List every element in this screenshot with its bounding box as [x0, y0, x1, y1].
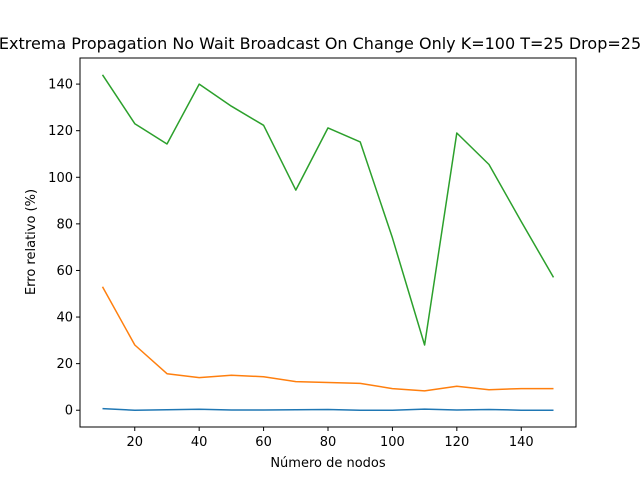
x-tick-label: 20 — [126, 435, 143, 450]
series-layer — [101, 74, 555, 411]
y-axis: 0 20 40 60 80 100 120 140 — [48, 78, 80, 419]
y-tick-label: 100 — [48, 171, 73, 186]
x-tick-label: 100 — [380, 435, 405, 450]
y-tick-label: 120 — [48, 124, 73, 139]
y-tick-label: 80 — [56, 217, 73, 232]
x-tick-label: 60 — [255, 435, 272, 450]
chart-title: Extrema Propagation No Wait Broadcast On… — [0, 34, 640, 53]
x-tick-label: 80 — [320, 435, 337, 450]
x-axis-label: Número de nodos — [270, 456, 386, 471]
x-tick-label: 140 — [509, 435, 534, 450]
series-line-2 — [101, 286, 554, 392]
y-tick-label: 0 — [65, 404, 73, 419]
plot-frame — [79, 57, 577, 428]
y-axis-label: Erro relativo (%) — [24, 189, 39, 295]
x-tick-label: 120 — [444, 435, 469, 450]
y-tick-label: 20 — [56, 357, 73, 372]
series-line-1 — [102, 407, 554, 411]
x-axis: 20 40 60 80 100 120 140 — [126, 427, 534, 450]
x-tick-label: 40 — [191, 435, 208, 450]
series-line-3 — [101, 74, 555, 346]
y-tick-label: 40 — [56, 311, 73, 326]
y-tick-label: 60 — [56, 264, 73, 279]
y-tick-label: 140 — [48, 78, 73, 93]
